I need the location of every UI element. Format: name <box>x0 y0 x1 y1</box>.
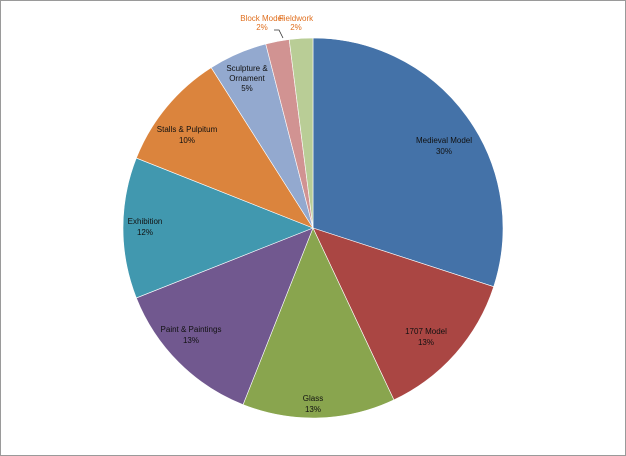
pie-slice-glass <box>242 227 395 419</box>
slice-label-1707-model: 1707 Model 13% <box>405 327 447 347</box>
pie-slice-1707-model <box>312 227 495 401</box>
slice-label-medieval-model: Medieval Model 30% <box>416 136 472 156</box>
slice-label-stalls-pulpitum: Stalls & Pulpitum 10% <box>157 125 218 145</box>
pie-slice-paint-paintings <box>135 227 314 406</box>
pie-slice-stalls-pulpitum <box>135 67 314 229</box>
slice-labels: Medieval Model 30% 1707 Model 13% Glass 13% Pa… <box>128 14 473 414</box>
leader-line-block-model <box>274 29 284 39</box>
slice-label-paint-paintings: Paint & Paintings 13% <box>161 325 222 345</box>
pie-slice-fieldwork <box>288 37 314 229</box>
slice-label-fieldwork: Fieldwork 2% <box>279 14 314 32</box>
slice-label-glass: Glass 13% <box>303 394 323 414</box>
slice-label-sculpture-ornament: Sculpture & Ornament 5% <box>226 64 268 93</box>
leader-lines <box>274 29 284 39</box>
pie-slice-medieval-model <box>312 37 504 288</box>
pie-slices <box>122 37 504 419</box>
slice-label-block-model: Block Model 2% <box>240 14 284 32</box>
slice-label-exhibition: Exhibition 12% <box>128 217 163 237</box>
pie-slice-exhibition <box>122 157 314 299</box>
